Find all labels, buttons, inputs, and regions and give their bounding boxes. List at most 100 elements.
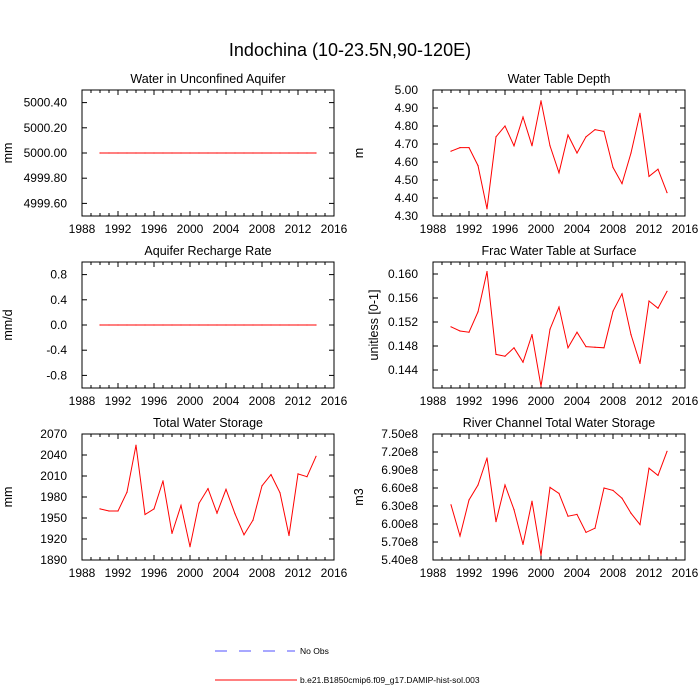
data-point — [171, 152, 173, 154]
data-point — [306, 476, 308, 478]
data-point — [513, 509, 515, 511]
data-point — [450, 150, 452, 152]
data-point — [207, 324, 209, 326]
x-tick-label: 1988 — [420, 394, 447, 408]
panel-title: Frac Water Table at Surface — [482, 244, 637, 258]
data-point — [549, 145, 551, 147]
x-tick-label: 1996 — [492, 394, 519, 408]
panel-title: Water in Unconfined Aquifer — [130, 72, 285, 86]
data-point — [540, 385, 542, 387]
data-point — [477, 484, 479, 486]
y-tick-label: 5000.40 — [24, 96, 68, 110]
data-point — [153, 324, 155, 326]
y-tick-label: 0.4 — [50, 293, 67, 307]
y-tick-label: 6.30e8 — [381, 499, 418, 513]
y-tick-label: 1890 — [40, 553, 67, 567]
x-tick-label: 2004 — [213, 394, 240, 408]
data-point — [576, 152, 578, 154]
data-point — [234, 324, 236, 326]
x-tick-label: 2000 — [177, 394, 204, 408]
data-point — [171, 324, 173, 326]
data-point — [180, 152, 182, 154]
y-tick-label: 5.40e8 — [381, 553, 418, 567]
y-tick-label: 6.90e8 — [381, 463, 418, 477]
y-tick-label: 1980 — [40, 490, 67, 504]
x-tick-label: 2012 — [636, 222, 663, 236]
data-point — [612, 489, 614, 491]
panel-total-water-storage: Total Water Storage 1988 1992 1996 2000 2004 2… — [1, 416, 348, 580]
y-tick-label: 4.80 — [395, 119, 419, 133]
data-point — [207, 488, 209, 490]
data-point — [135, 324, 137, 326]
data-point — [126, 152, 128, 154]
y-tick-label: 2070 — [40, 427, 67, 441]
x-tick-label: 2008 — [600, 566, 627, 580]
data-point — [603, 130, 605, 132]
y-tick-label: 5.70e8 — [381, 535, 418, 549]
data-point — [630, 512, 632, 514]
data-point — [243, 534, 245, 536]
y-tick-label: -0.4 — [46, 343, 67, 357]
x-tick-label: 2016 — [321, 222, 348, 236]
x-tick-label: 2000 — [177, 566, 204, 580]
panel-frac-water-table-at-surface: Frac Water Table at Surface 1988 1992 1996 2… — [367, 244, 699, 408]
data-point — [162, 324, 164, 326]
x-tick-label: 2008 — [600, 222, 627, 236]
x-tick-label: 1996 — [492, 566, 519, 580]
y-tick-label: 0.144 — [388, 363, 418, 377]
data-point — [297, 152, 299, 154]
y-tick-label: 4.50 — [395, 173, 419, 187]
panel-aquifer-recharge-rate: Aquifer Recharge Rate 1988 1992 1996 2000 200… — [1, 244, 348, 408]
y-tick-label: 4.40 — [395, 191, 419, 205]
data-point — [486, 208, 488, 210]
y-tick-label: 4999.60 — [24, 196, 68, 210]
data-point — [243, 152, 245, 154]
y-tick-label: 1920 — [40, 532, 67, 546]
data-point — [558, 306, 560, 308]
panel-river-channel-total-water-storage: River Channel Total Water Storage 1988 199… — [352, 416, 699, 580]
data-point — [612, 166, 614, 168]
y-tick-label: 2040 — [40, 448, 67, 462]
data-point — [531, 334, 533, 336]
y-tick-label: 6.00e8 — [381, 517, 418, 531]
legend-label-model: b.e21.B1850cmip6.f09_g17.DAMIP-hist-sol.… — [300, 675, 480, 685]
y-tick-label: -0.8 — [46, 368, 67, 382]
x-tick-label: 1992 — [456, 222, 483, 236]
data-point — [567, 515, 569, 517]
y-tick-label: 5.00 — [395, 83, 419, 97]
data-point — [117, 324, 119, 326]
y-axis-label: mm/d — [1, 309, 15, 340]
data-point — [315, 324, 317, 326]
data-point — [648, 175, 650, 177]
series-line — [450, 451, 668, 556]
data-point — [108, 152, 110, 154]
data-point — [288, 324, 290, 326]
legend-label-no-obs: No Obs — [300, 646, 329, 656]
data-point — [450, 326, 452, 328]
data-point — [531, 145, 533, 147]
y-tick-label: 0.0 — [50, 318, 67, 332]
data-point — [198, 152, 200, 154]
data-point — [171, 532, 173, 535]
x-tick-label: 2012 — [285, 394, 312, 408]
data-point — [135, 152, 137, 154]
data-point — [261, 152, 263, 154]
data-point — [540, 554, 542, 556]
data-point — [639, 362, 641, 364]
data-point — [189, 546, 191, 548]
data-point — [135, 444, 137, 446]
x-tick-label: 1996 — [141, 222, 168, 236]
y-tick-label: 1950 — [40, 511, 67, 525]
data-point — [144, 324, 146, 326]
data-point — [603, 487, 605, 489]
panel-water-table-depth: Water Table Depth 1988 1992 1996 2000 2004 200… — [352, 72, 699, 236]
series-line — [99, 445, 317, 547]
data-point — [279, 492, 281, 494]
data-point — [549, 328, 551, 330]
data-point — [513, 347, 515, 349]
y-tick-label: 5000.00 — [24, 146, 68, 160]
y-tick-label: 7.50e8 — [381, 427, 418, 441]
y-axis-label: mm — [1, 143, 15, 164]
data-point — [459, 147, 461, 149]
